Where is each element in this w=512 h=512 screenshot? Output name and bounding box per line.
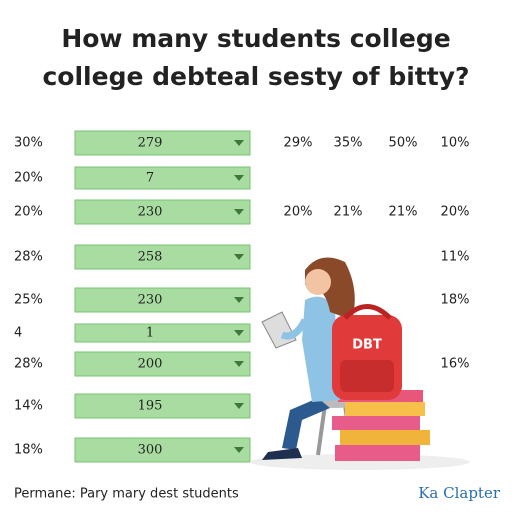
bar-label: 258 [138, 250, 163, 265]
row-label: 28% [14, 250, 43, 265]
dropdown-arrow [234, 330, 244, 336]
bar [74, 351, 251, 377]
leg [282, 398, 330, 450]
bar [74, 199, 251, 225]
bar-label: 200 [138, 357, 163, 372]
bar-label: 300 [138, 443, 163, 458]
row-label: 20% [14, 171, 43, 186]
bar-label: 7 [146, 171, 154, 186]
backpack-text: DBT [352, 338, 382, 353]
dropdown-arrow [234, 403, 244, 409]
row-value: 20% [441, 205, 470, 220]
bar-label: 230 [138, 205, 163, 220]
row-label: 30% [14, 136, 43, 151]
backpack-pocket [340, 360, 394, 392]
row-value: 10% [441, 136, 470, 151]
row-label: 4 [14, 326, 22, 341]
row-label: 18% [14, 443, 43, 458]
row-value: 16% [441, 357, 470, 372]
bar [74, 437, 251, 463]
row-label: 25% [14, 293, 43, 308]
shirt [302, 296, 340, 402]
bar [74, 393, 251, 419]
row-value: 50% [389, 136, 418, 151]
dropdown-arrow [234, 209, 244, 215]
book [345, 402, 425, 416]
row-value: 29% [284, 136, 313, 151]
book [340, 430, 430, 445]
bar [74, 287, 251, 313]
dropdown-arrow [234, 140, 244, 146]
footer-caption: Permane: Pary mary dest students [14, 487, 239, 502]
book [335, 445, 420, 461]
bar [74, 323, 251, 343]
row-value: 21% [389, 205, 418, 220]
book [332, 416, 420, 430]
bar-label: 1 [146, 326, 154, 341]
row-value: 11% [441, 250, 470, 265]
dropdown-arrow [234, 175, 244, 181]
dropdown-arrow [234, 447, 244, 453]
stool-leg [316, 404, 327, 456]
bar-label: 195 [138, 399, 163, 414]
row-value: 21% [334, 205, 363, 220]
title-line: college debteal sesty of bitty? [42, 62, 469, 91]
row-label: 20% [14, 205, 43, 220]
shoe [262, 448, 302, 460]
title-line: How many students college [61, 24, 450, 53]
arm [280, 318, 309, 340]
illustration: DBT [250, 257, 470, 470]
row-value: 35% [334, 136, 363, 151]
dropdown-arrow [234, 361, 244, 367]
row-value: 18% [441, 293, 470, 308]
row-label: 28% [14, 357, 43, 372]
bar [74, 130, 251, 156]
rows: 30% 279 29% 35% 50% 10% 20% 7 20% 230 20% 21% 21% 20%… [14, 130, 470, 463]
face [305, 269, 331, 295]
bar [74, 166, 251, 190]
dropdown-arrow [234, 254, 244, 260]
row-value: 20% [284, 205, 313, 220]
bar [74, 244, 251, 270]
bar-label: 230 [138, 293, 163, 308]
row-label: 14% [14, 399, 43, 414]
dropdown-arrow [234, 297, 244, 303]
brand: Ka Clapter [418, 484, 501, 502]
bar-label: 279 [138, 136, 163, 151]
backpack-handle [343, 304, 392, 320]
